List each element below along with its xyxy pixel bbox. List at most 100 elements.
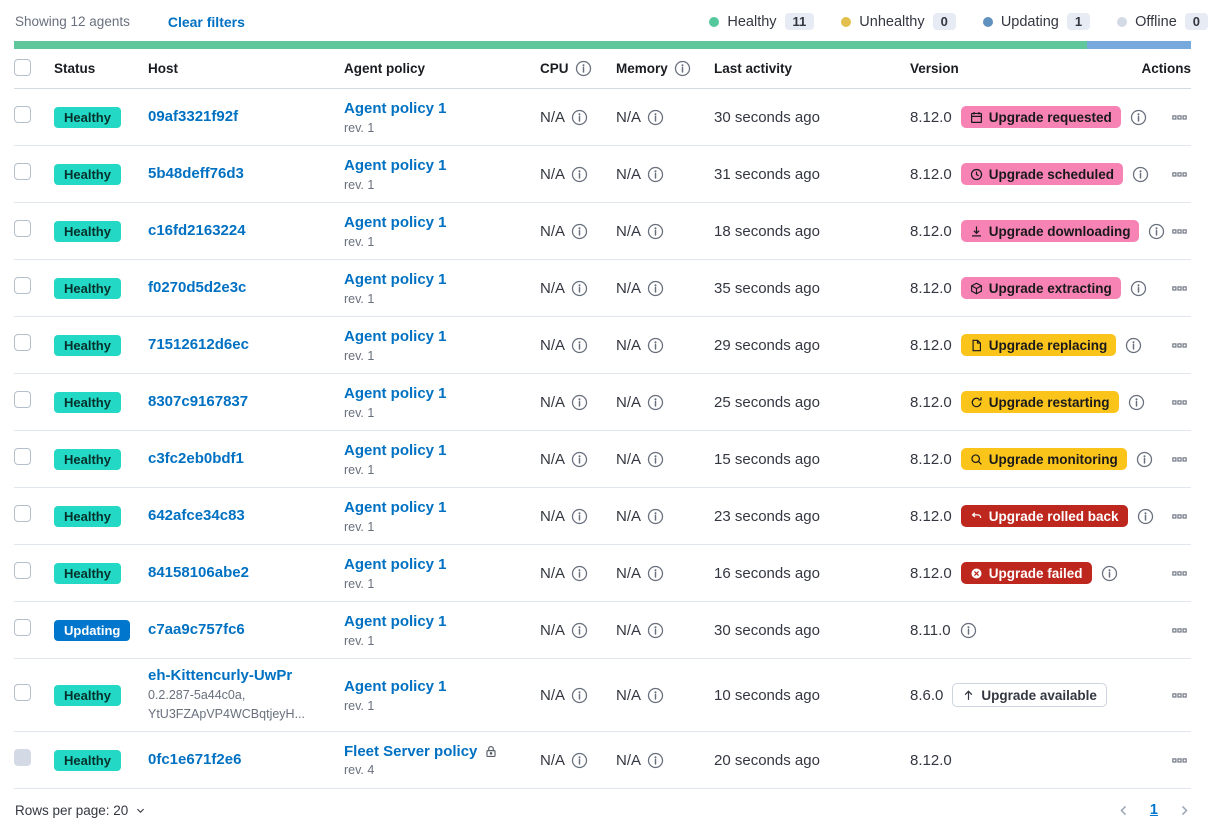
info-icon[interactable] xyxy=(1136,451,1153,468)
agent-policy-link[interactable]: Agent policy 1 xyxy=(344,677,447,695)
info-icon[interactable] xyxy=(1130,109,1147,126)
host-link[interactable]: c7aa9c757fc6 xyxy=(148,621,245,638)
info-icon[interactable] xyxy=(647,752,664,769)
agent-policy-link[interactable]: Agent policy 1 xyxy=(344,270,447,288)
host-link[interactable]: f0270d5d2e3c xyxy=(148,279,247,296)
agent-policy-link[interactable]: Agent policy 1 xyxy=(344,327,447,345)
last-activity: 10 seconds ago xyxy=(714,686,820,704)
info-icon[interactable] xyxy=(571,451,588,468)
info-icon[interactable] xyxy=(571,166,588,183)
row-actions-button[interactable] xyxy=(1168,220,1191,243)
row-checkbox[interactable] xyxy=(14,505,31,522)
row-actions-button[interactable] xyxy=(1168,619,1191,642)
agent-policy-link[interactable]: Agent policy 1 xyxy=(344,156,447,174)
row-checkbox[interactable] xyxy=(14,106,31,123)
legend-item-updating[interactable]: Updating 1 xyxy=(982,13,1091,30)
host-link[interactable]: 84158106abe2 xyxy=(148,564,249,581)
row-checkbox[interactable] xyxy=(14,448,31,465)
info-icon[interactable] xyxy=(1148,223,1165,240)
info-icon[interactable] xyxy=(647,109,664,126)
agent-policy-link[interactable]: Agent policy 1 xyxy=(344,213,447,231)
info-icon[interactable] xyxy=(1132,166,1149,183)
row-checkbox[interactable] xyxy=(14,391,31,408)
row-actions-button[interactable] xyxy=(1168,562,1191,585)
info-icon[interactable] xyxy=(647,565,664,582)
info-icon[interactable] xyxy=(571,565,588,582)
host-link[interactable]: 09af3321f92f xyxy=(148,108,239,125)
info-icon[interactable] xyxy=(647,280,664,297)
info-icon[interactable] xyxy=(647,687,664,704)
row-actions-button[interactable] xyxy=(1168,334,1191,357)
agent-policy-link[interactable]: Agent policy 1 xyxy=(344,612,447,630)
legend-item-offline[interactable]: Offline 0 xyxy=(1117,13,1208,30)
select-all-checkbox[interactable] xyxy=(14,58,31,76)
upgrade-available-badge[interactable]: Upgrade available xyxy=(952,683,1107,707)
info-icon[interactable] xyxy=(571,622,588,639)
info-icon[interactable] xyxy=(647,451,664,468)
host-link[interactable]: c16fd2163224 xyxy=(148,222,246,239)
host-link[interactable]: eh-Kittencurly-UwPr xyxy=(148,666,293,684)
info-icon[interactable] xyxy=(647,394,664,411)
info-icon[interactable] xyxy=(571,109,588,126)
info-icon[interactable] xyxy=(571,687,588,704)
row-checkbox[interactable] xyxy=(14,163,31,180)
info-icon[interactable] xyxy=(1130,280,1147,297)
clear-filters-link[interactable]: Clear filters xyxy=(167,13,245,30)
row-checkbox[interactable] xyxy=(14,277,31,294)
package-icon xyxy=(970,282,982,294)
row-actions-button[interactable] xyxy=(1168,448,1191,471)
host-link[interactable]: 5b48deff76d3 xyxy=(148,165,244,182)
info-icon[interactable] xyxy=(571,394,588,411)
info-icon[interactable] xyxy=(571,280,588,297)
host-link[interactable]: 71512612d6ec xyxy=(148,336,249,353)
agent-version: 8.12.0 xyxy=(910,393,952,411)
row-checkbox[interactable] xyxy=(14,562,31,579)
info-icon[interactable] xyxy=(647,622,664,639)
legend-item-unhealthy[interactable]: Unhealthy 0 xyxy=(841,13,956,30)
previous-page-button[interactable] xyxy=(1117,804,1130,817)
agent-policy-link[interactable]: Agent policy 1 xyxy=(344,384,447,402)
row-actions-button[interactable] xyxy=(1168,391,1191,414)
rows-per-page-selector[interactable]: Rows per page: 20 xyxy=(15,803,146,818)
healthy-dot-icon xyxy=(709,16,720,27)
row-actions-button[interactable] xyxy=(1168,163,1191,186)
page-number-1[interactable]: 1 xyxy=(1149,802,1158,818)
info-icon[interactable] xyxy=(647,337,664,354)
agent-policy-link[interactable]: Agent policy 1 xyxy=(344,555,447,573)
info-icon[interactable] xyxy=(571,752,588,769)
info-icon[interactable] xyxy=(571,508,588,525)
row-actions-button[interactable] xyxy=(1168,106,1191,129)
row-checkbox[interactable] xyxy=(14,619,31,636)
info-icon[interactable] xyxy=(1137,508,1154,525)
row-actions-button[interactable] xyxy=(1168,505,1191,528)
host-link[interactable]: 8307c9167837 xyxy=(148,393,249,410)
info-icon[interactable] xyxy=(575,60,592,77)
host-link[interactable]: 0fc1e671f2e6 xyxy=(148,751,242,768)
row-checkbox[interactable] xyxy=(14,684,31,701)
info-icon[interactable] xyxy=(647,508,664,525)
fleet-server-policy-link[interactable]: Fleet Server policy xyxy=(344,743,478,760)
cpu-value: N/A xyxy=(540,222,566,240)
host-link[interactable]: 642afce34c83 xyxy=(148,507,245,524)
row-actions-button[interactable] xyxy=(1168,684,1191,707)
row-actions-button[interactable] xyxy=(1168,749,1191,772)
row-checkbox[interactable] xyxy=(14,334,31,351)
next-page-button[interactable] xyxy=(1178,804,1191,817)
host-link[interactable]: c3fc2eb0bdf1 xyxy=(148,450,244,467)
row-checkbox[interactable] xyxy=(14,220,31,237)
info-icon[interactable] xyxy=(1101,565,1118,582)
agent-policy-link[interactable]: Agent policy 1 xyxy=(344,99,447,117)
info-icon[interactable] xyxy=(647,166,664,183)
agent-policy-link[interactable]: Agent policy 1 xyxy=(344,441,447,459)
row-actions-button[interactable] xyxy=(1168,277,1191,300)
info-icon[interactable] xyxy=(1125,337,1142,354)
info-icon[interactable] xyxy=(571,337,588,354)
legend-item-healthy[interactable]: Healthy 11 xyxy=(709,13,815,30)
agent-policy-link[interactable]: Agent policy 1 xyxy=(344,498,447,516)
chevron-down-icon xyxy=(137,808,145,813)
info-icon[interactable] xyxy=(647,223,664,240)
info-icon[interactable] xyxy=(571,223,588,240)
info-icon[interactable] xyxy=(960,622,977,639)
info-icon[interactable] xyxy=(1128,394,1145,411)
info-icon[interactable] xyxy=(674,60,691,77)
